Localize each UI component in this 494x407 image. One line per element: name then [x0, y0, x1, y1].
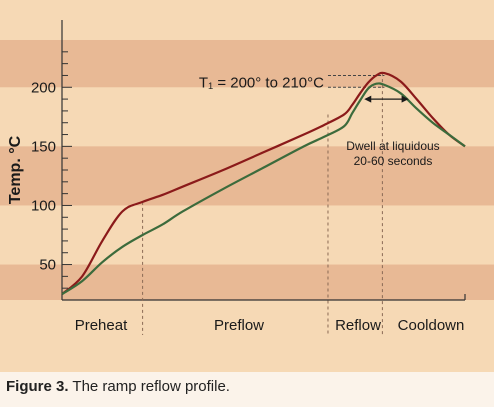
- y-tick-label-100: 100: [31, 197, 56, 214]
- figure-caption: Figure 3. The ramp reflow profile.: [6, 378, 230, 395]
- phase-label-preflow: Preflow: [214, 317, 264, 334]
- band-2: [0, 40, 494, 88]
- caption-text: The ramp reflow profile.: [68, 378, 230, 395]
- dwell-label-line-1: 20-60 seconds: [354, 154, 433, 168]
- y-tick-label-50: 50: [39, 257, 56, 274]
- caption-label: Figure 3.: [6, 378, 69, 395]
- y-tick-label-150: 150: [31, 138, 56, 155]
- dwell-arrow-head-right: [401, 95, 409, 103]
- peak-annotation: T₁ = 200° to 210°C: [199, 74, 324, 91]
- dwell-arrow-head-left: [364, 95, 372, 103]
- y-tick-label-200: 200: [31, 79, 56, 96]
- series-line-1: [61, 82, 466, 296]
- series-line-0: [61, 71, 466, 295]
- reflow-profile-chart: 50 100 150 200 Temp. °C T₁ = 200° to 210°C Dwe…: [0, 20, 494, 335]
- caption-strip: [0, 372, 494, 407]
- band-0: [0, 264, 494, 300]
- phase-label-cooldown: Cooldown: [398, 317, 465, 334]
- y-axis-label: Temp. °C: [7, 135, 24, 204]
- dwell-label-line-0: Dwell at liquidous: [346, 139, 439, 153]
- phase-label-reflow: Reflow: [335, 317, 381, 334]
- phase-label-preheat: Preheat: [75, 317, 128, 334]
